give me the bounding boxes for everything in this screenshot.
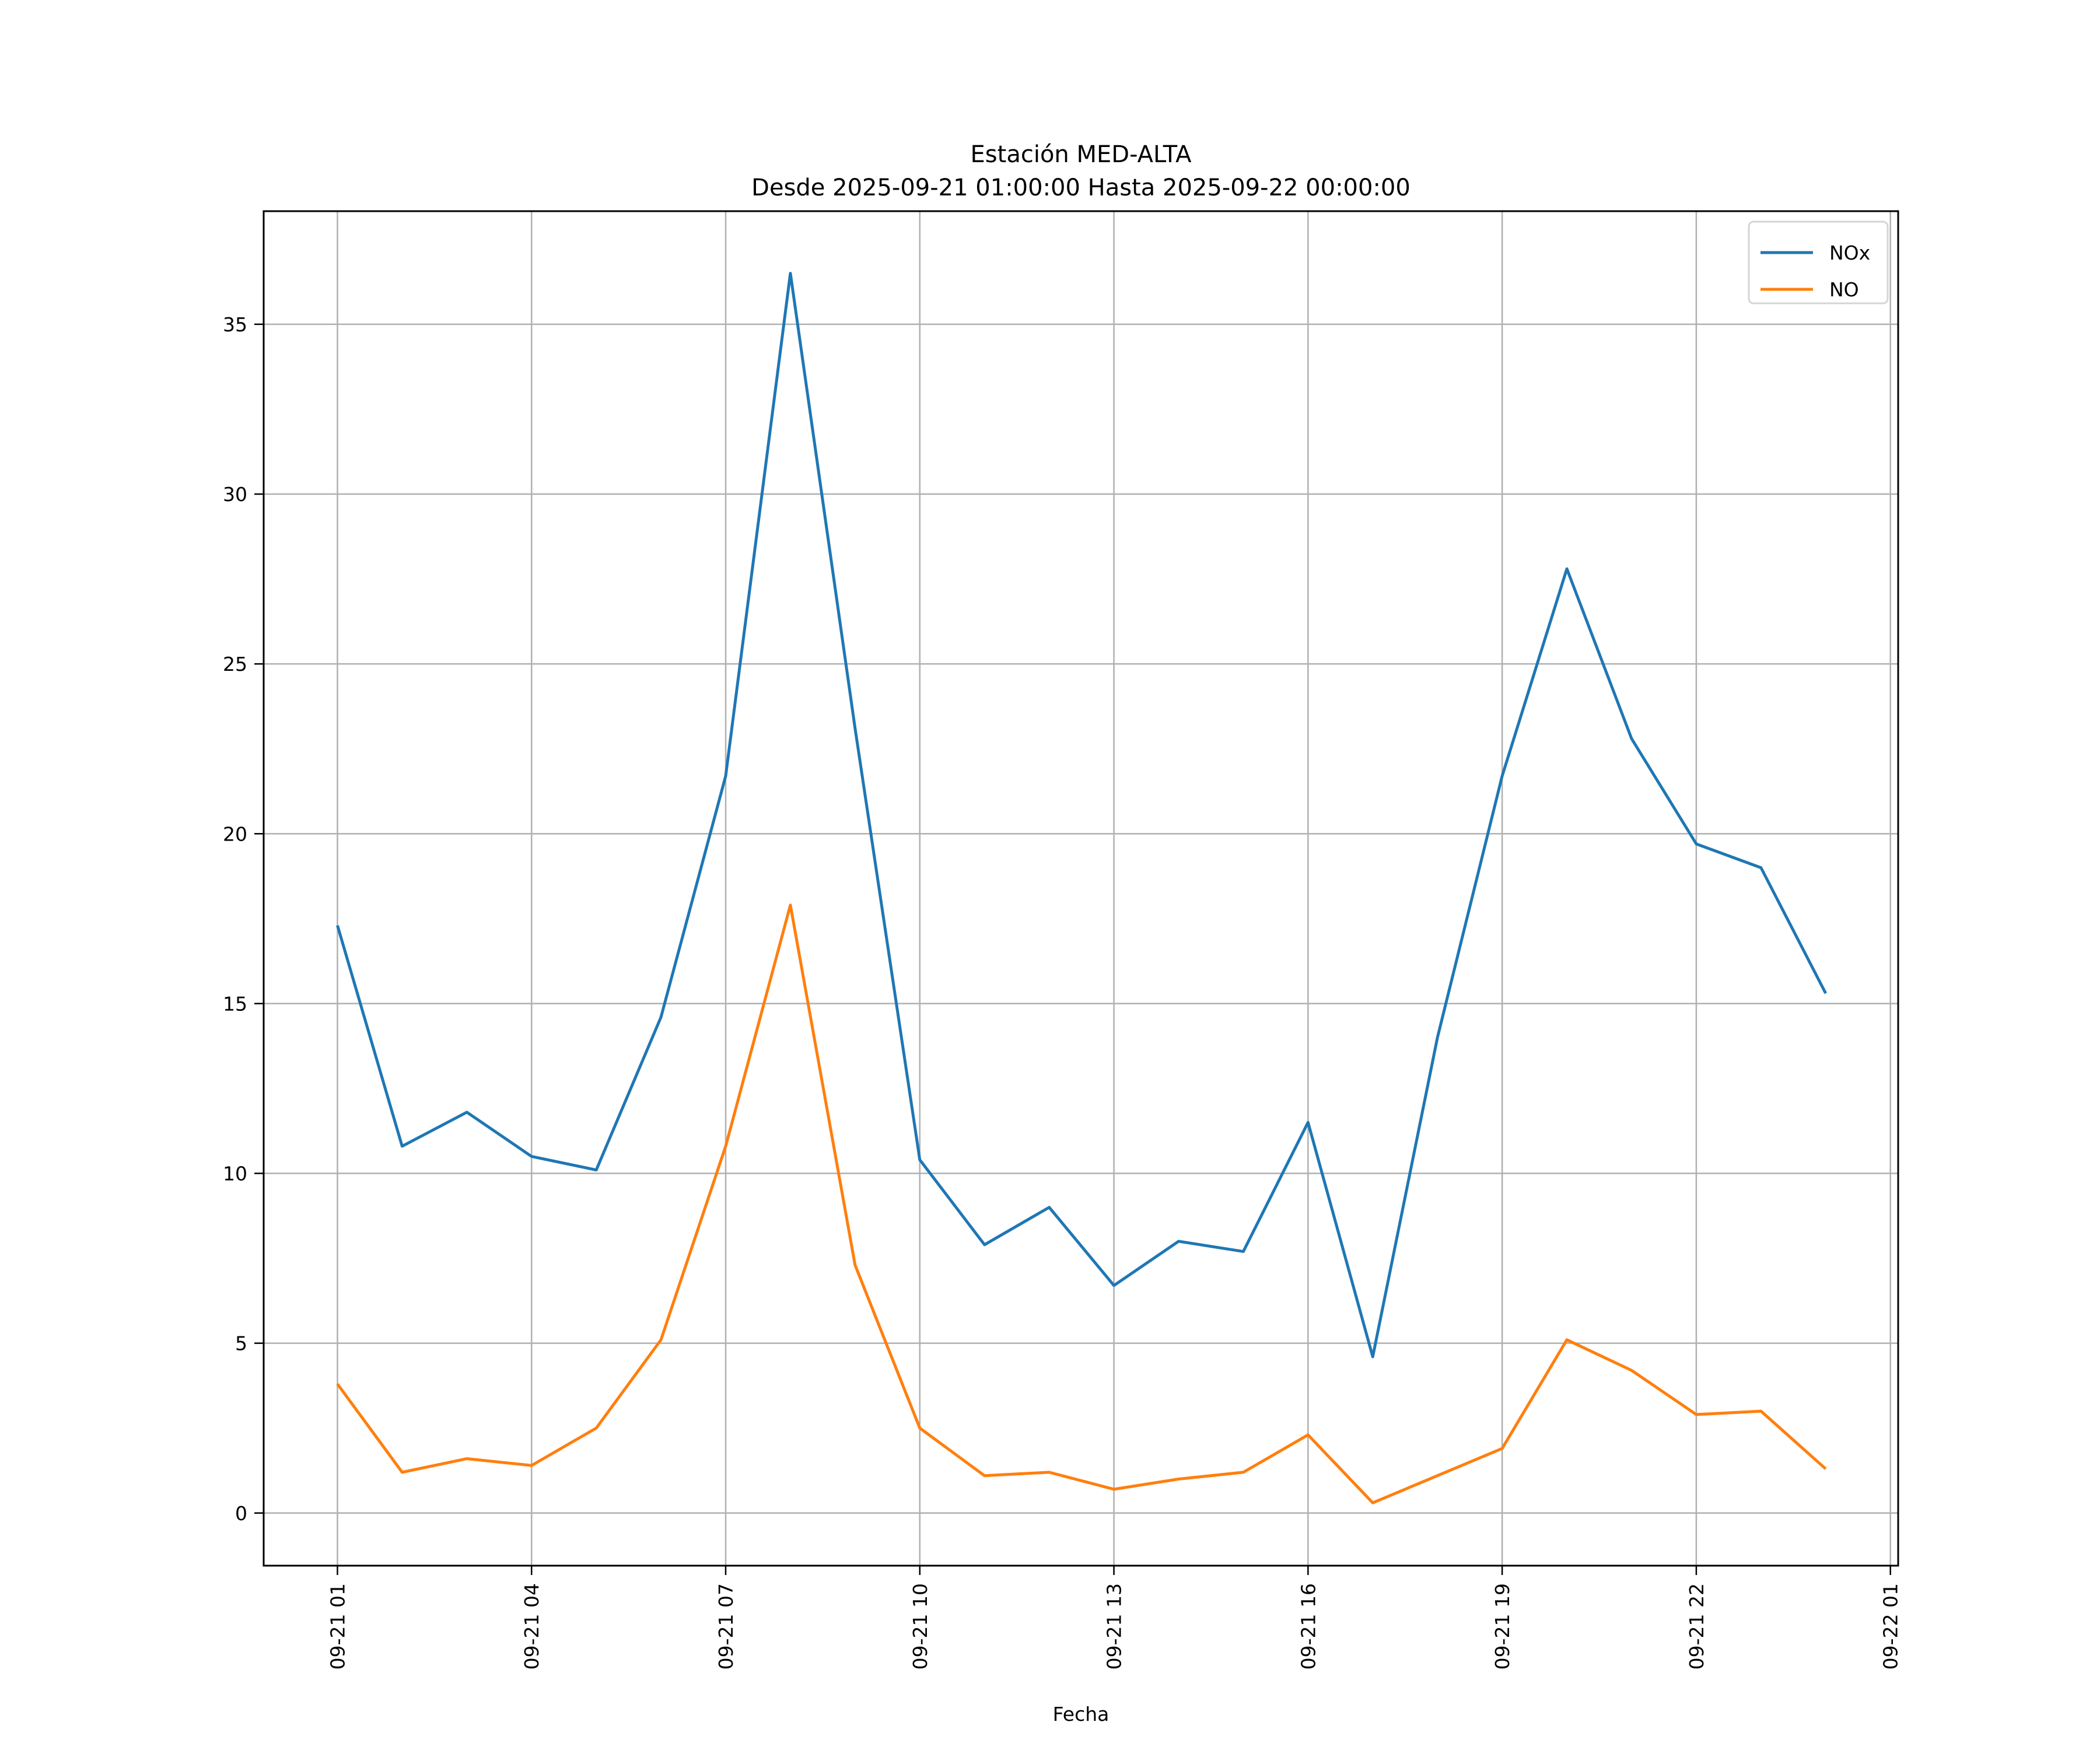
grid: [264, 211, 1898, 1566]
plot-frame: [262, 210, 1899, 1567]
x-tick-label: 09-21 10: [909, 1583, 932, 1670]
y-tick-label: 0: [235, 1502, 247, 1525]
series-line-no: [336, 904, 1827, 1504]
y-tick-label: 35: [223, 313, 247, 336]
x-tick-label: 09-21 01: [326, 1583, 349, 1670]
series-lines: [336, 272, 1827, 1504]
chart-subtitle: Desde 2025-09-21 01:00:00 Hasta 2025-09-…: [751, 174, 1410, 201]
y-tick-label: 5: [235, 1332, 247, 1355]
y-tick-label: 30: [223, 483, 247, 506]
y-tick-label: 15: [223, 992, 247, 1015]
x-tick-label: 09-21 07: [715, 1583, 737, 1670]
y-tick-label: 25: [223, 653, 247, 676]
legend-box: [1748, 220, 1889, 304]
axis-ticks: 09-21 01 09-21 04 09-21 07 09-21 10 09-21 13…: [223, 313, 1902, 1670]
x-axis-label: Fecha: [1053, 1703, 1110, 1726]
x-tick-label: 09-21 19: [1491, 1583, 1514, 1670]
x-tick-label: 09-21 04: [520, 1583, 543, 1670]
legend-label-no: NO: [1829, 278, 1859, 301]
legend-label-nox: NOx: [1829, 242, 1870, 264]
y-tick-label: 10: [223, 1163, 247, 1185]
x-tick-label: 09-22 01: [1880, 1583, 1902, 1670]
legend: NOx NO: [1748, 220, 1889, 304]
x-tick-label: 09-21 13: [1103, 1583, 1126, 1670]
series-line-nox: [336, 272, 1827, 1359]
y-tick-label: 20: [223, 822, 247, 845]
x-tick-label: 09-21 22: [1685, 1583, 1708, 1670]
chart-title: Estación MED-ALTA: [971, 141, 1192, 168]
x-tick-label: 09-21 16: [1297, 1583, 1320, 1670]
